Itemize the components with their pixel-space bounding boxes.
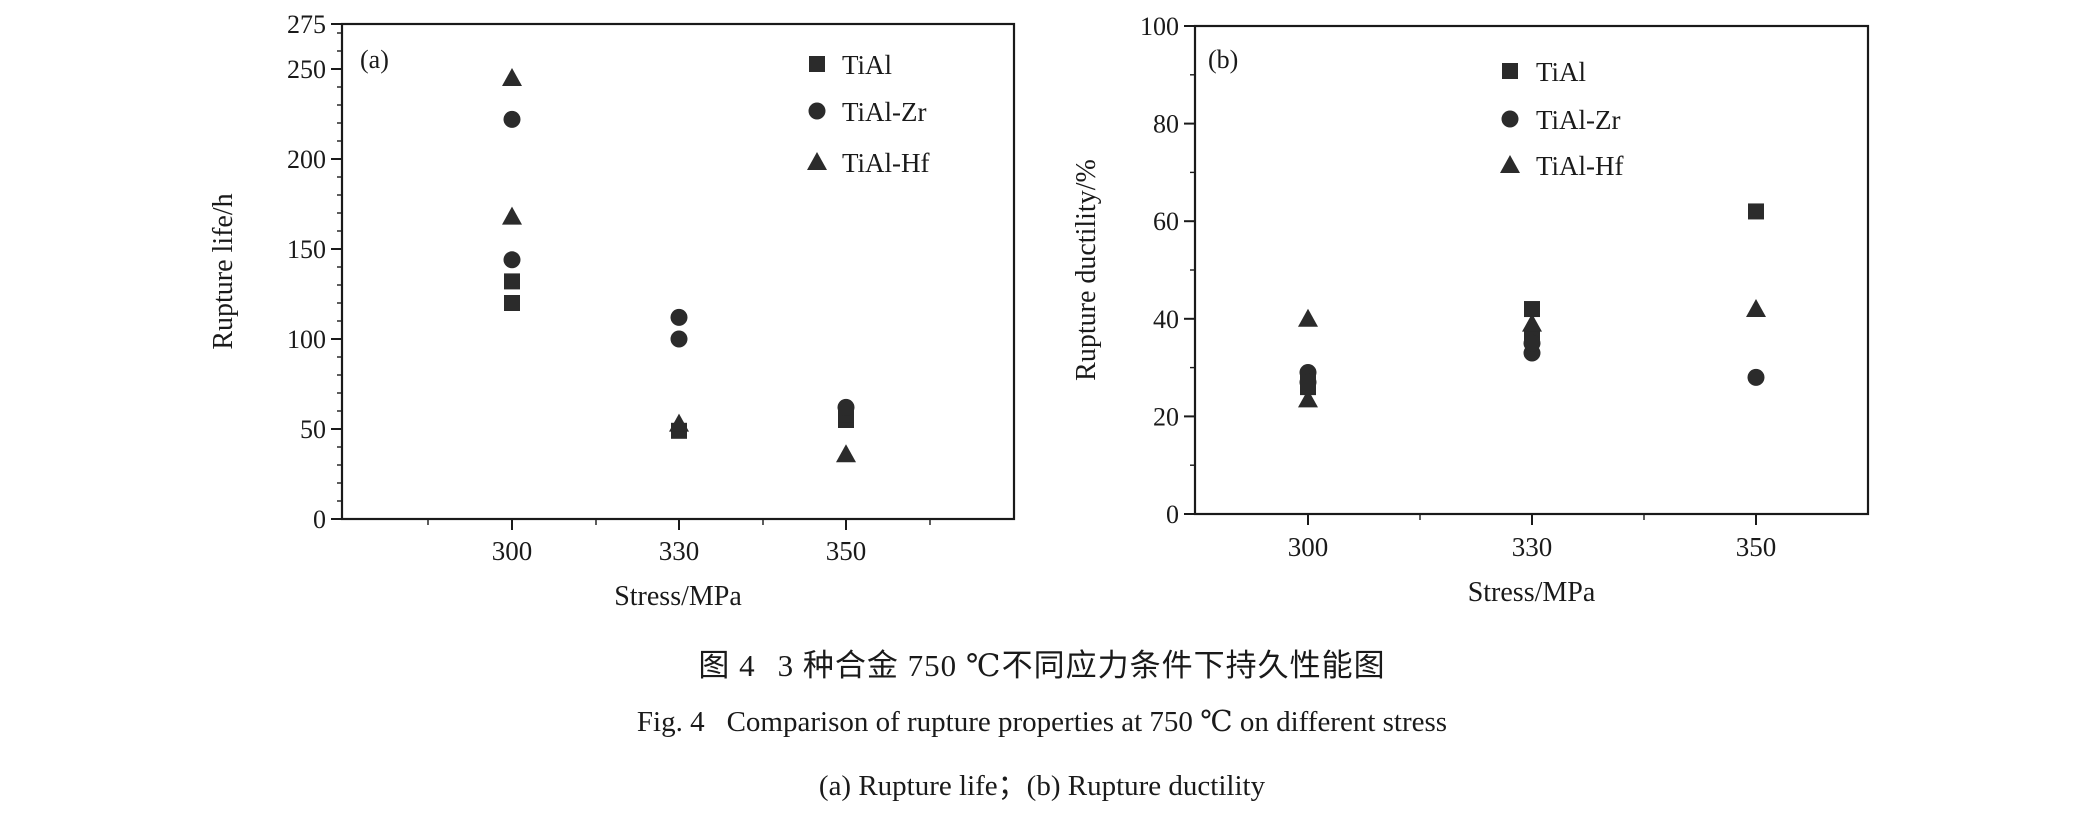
panel-a-rupture-life: 0 50 100 150 200 250 275 300 330 350 Stress/MPa Rup… (208, 10, 1016, 612)
data-point-square (1524, 301, 1540, 318)
data-point-triangle (502, 206, 522, 225)
x-axis-label: Stress/MPa (1468, 577, 1596, 608)
y-tick-label: 100 (1140, 12, 1179, 41)
y-tick-label: 275 (287, 10, 326, 39)
legend-label: TiAl-Zr (1536, 105, 1621, 135)
caption-cn-figure-number: 图 4 (698, 648, 756, 683)
legend-label: TiAl-Hf (1536, 151, 1624, 181)
data-point-circle (1523, 334, 1541, 352)
y-tick-label: 50 (300, 415, 326, 444)
caption-english: Fig. 4 Comparison of rupture properties a… (0, 704, 2084, 739)
panel-label: (a) (360, 45, 389, 74)
data-point-triangle (836, 444, 856, 463)
legend-marker-triangle (807, 152, 827, 170)
legend-label: TiAl-Zr (842, 97, 927, 127)
data-point-triangle (669, 413, 689, 432)
data-point-circle (670, 308, 688, 326)
x-tick-label: 300 (1288, 532, 1329, 562)
caption-subpanels: (a) Rupture life；(b) Rupture ductility (0, 762, 2084, 804)
panel-label: (b) (1208, 45, 1238, 74)
data-point-triangle (1298, 308, 1318, 327)
y-axis-label: Rupture ductility/% (1071, 159, 1102, 381)
x-tick-label: 330 (659, 536, 700, 566)
y-tick-label: 150 (287, 235, 326, 264)
data-point-triangle (1522, 313, 1542, 332)
y-tick-label: 40 (1153, 305, 1179, 334)
plot-frame (1193, 24, 1870, 516)
x-axis-label: Stress/MPa (614, 581, 742, 612)
caption-subpanel-text: (a) Rupture life；(b) Rupture ductility (818, 770, 1266, 802)
legend-marker-square (1502, 63, 1518, 79)
y-tick-label: 0 (1166, 500, 1179, 529)
panel-b-rupture-ductility: 0 20 40 60 80 100 300 330 350 Stress/MPa Rupture d… (1071, 12, 1870, 608)
legend-marker-square (809, 56, 825, 72)
y-tick-label: 200 (287, 145, 326, 174)
legend-marker-circle (1501, 110, 1519, 128)
data-point-circle (837, 398, 855, 416)
data-point-circle (1747, 368, 1765, 386)
y-tick-label: 0 (313, 505, 326, 534)
x-tick-label: 350 (1736, 532, 1777, 562)
data-point-circle (670, 330, 688, 348)
legend-marker-triangle (1500, 155, 1520, 173)
x-tick-label: 330 (1512, 532, 1553, 562)
y-tick-label: 60 (1153, 207, 1179, 236)
legend-label: TiAl-Hf (842, 148, 930, 178)
data-point-square (504, 295, 520, 311)
x-tick-label: 350 (826, 536, 867, 566)
legend-label: TiAl (1536, 57, 1586, 87)
y-tick-label: 250 (287, 55, 326, 84)
data-point-triangle (502, 68, 522, 86)
y-axis-label: Rupture life/h (208, 193, 239, 349)
caption-chinese: 图 4 3 种合金 750 ℃不同应力条件下持久性能图 (0, 640, 2084, 685)
caption-en-figure-number: Fig. 4 (636, 706, 705, 738)
data-point-triangle (1298, 389, 1318, 408)
data-point-square (504, 273, 520, 290)
caption-en-title: Comparison of rupture properties at 750 … (726, 706, 1448, 738)
legend-label: TiAl (842, 50, 892, 80)
y-tick-label: 80 (1153, 110, 1179, 139)
data-point-circle (503, 110, 521, 128)
data-point-circle (1299, 373, 1317, 391)
y-tick-label: 20 (1153, 402, 1179, 431)
data-point-circle (503, 251, 521, 269)
caption-cn-title: 3 种合金 750 ℃不同应力条件下持久性能图 (777, 648, 1386, 683)
y-tick-label: 100 (287, 325, 326, 354)
legend-marker-circle (808, 102, 826, 120)
data-point-square (1748, 203, 1764, 220)
data-point-triangle (1746, 299, 1766, 318)
x-tick-label: 300 (492, 536, 533, 566)
